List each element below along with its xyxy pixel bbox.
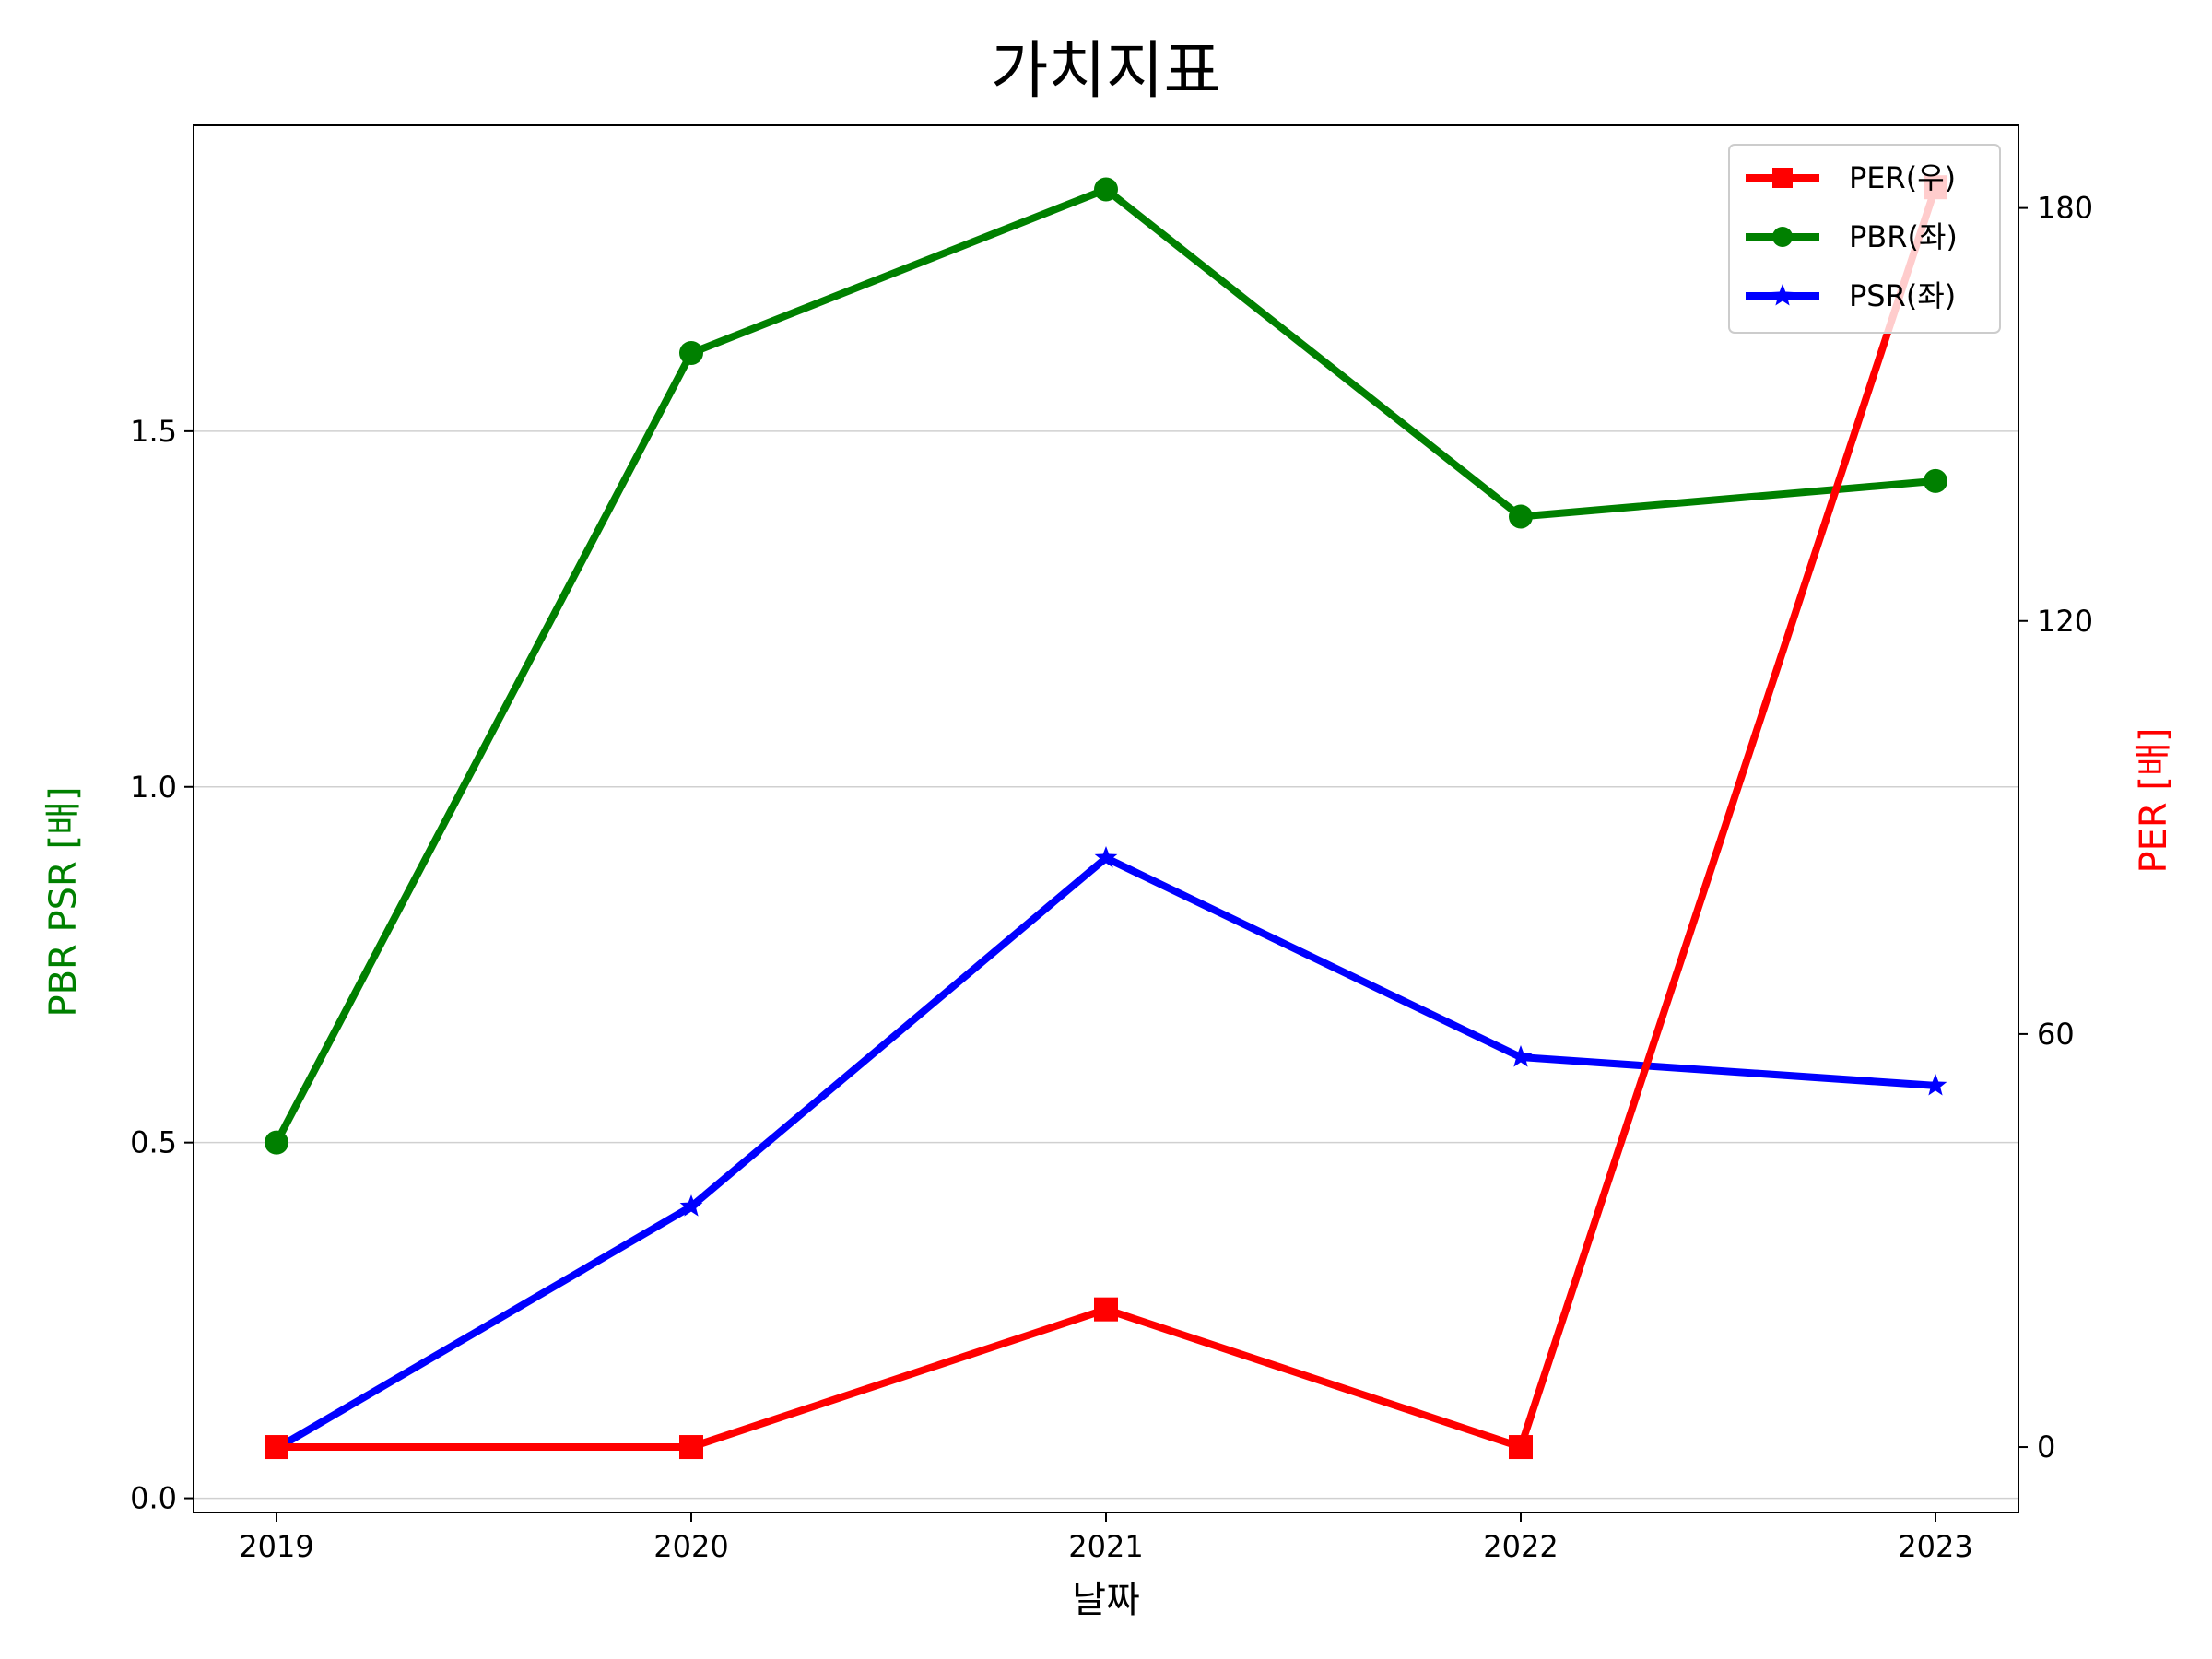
chart-title: 가치지표 [991,35,1221,108]
x-tick-label: 2022 [1483,1529,1558,1564]
series-PBR(좌) [265,177,1947,1155]
y-right-axis: 0 60 120 180 [2018,191,2093,1465]
data-point [265,1435,288,1460]
data-point [1094,177,1118,202]
legend-marker [1771,284,1794,306]
legend-label: PBR(좌) [1849,219,1958,254]
data-point [1094,1297,1118,1322]
series-PER(우) [265,175,1947,1460]
series-layer [265,175,1947,1460]
y-right-tick-label: 60 [2037,1017,2075,1052]
series-PSR(좌) [265,845,1947,1459]
data-point [1094,845,1118,868]
legend: PER(우) PBR(좌) PSR(좌) [1728,144,2001,334]
series-line [276,185,1939,1451]
x-axis-label: 날짜 [1072,1579,1140,1621]
y-left-axis: 0.0 0.5 1.0 1.5 [130,414,194,1516]
x-axis: 2019 2020 2021 2022 2023 [239,1512,1973,1564]
y-left-tick-label: 0.0 [130,1481,177,1516]
x-tick-label: 2021 [1068,1529,1143,1564]
series-line [273,185,1936,1145]
grid [194,430,2018,1500]
data-point [1924,1073,1947,1096]
y-left-tick-label: 0.5 [130,1125,177,1160]
legend-label: PSR(좌) [1849,278,1956,313]
data-point [1509,504,1533,529]
y-left-tick-label: 1.0 [130,770,177,805]
legend-marker [1772,227,1793,247]
x-tick-label: 2020 [653,1529,728,1564]
y-right-tick-label: 120 [2037,604,2093,639]
data-point [1509,1045,1533,1067]
legend-item: PSR(좌) [1746,278,1956,313]
y-right-axis-label: PER [배] [2133,728,2175,874]
x-tick-label: 2023 [1898,1529,1972,1564]
legend-item: PER(우) [1746,160,1956,195]
x-tick-label: 2019 [239,1529,313,1564]
legend-box [1728,144,2001,334]
y-right-tick-label: 0 [2037,1430,2055,1465]
y-right-tick-label: 180 [2037,191,2093,226]
data-point [265,1130,288,1155]
legend-label: PER(우) [1849,160,1956,195]
data-point [1924,468,1947,493]
y-left-tick-label: 1.5 [130,414,177,449]
data-point [679,340,703,365]
legend-item: PBR(좌) [1746,219,1958,254]
data-point [679,1194,703,1217]
y-left-axis-label: PBR PSR [배] [42,786,85,1017]
data-point [679,1435,703,1460]
data-point [1509,1435,1533,1460]
legend-marker [1772,168,1793,188]
